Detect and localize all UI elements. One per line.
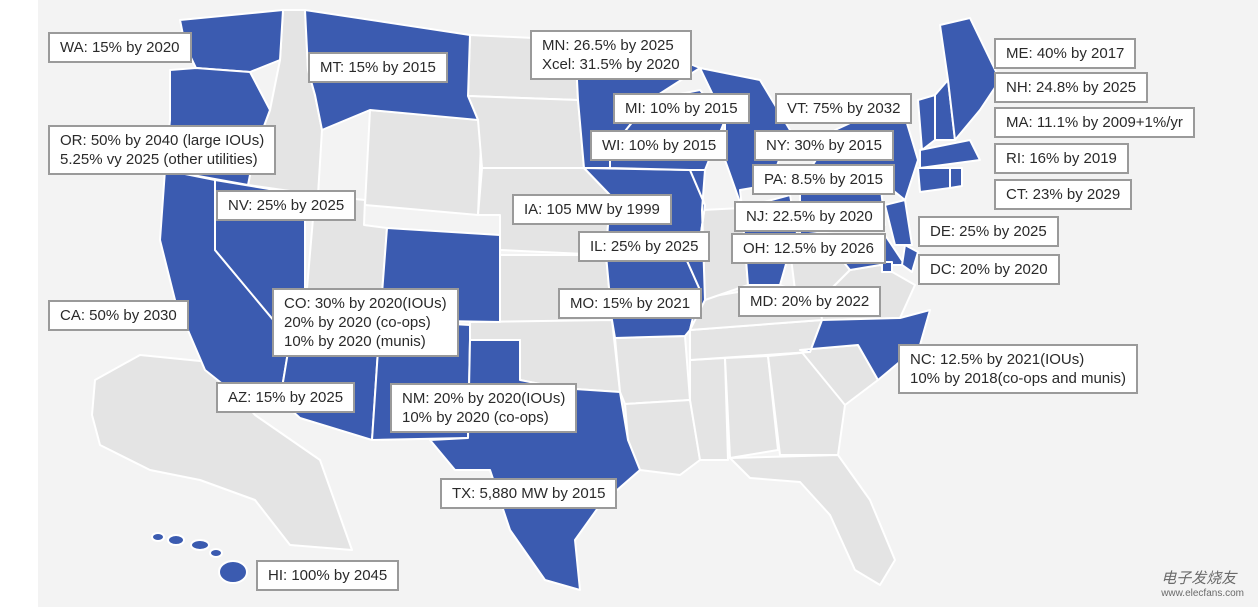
label-nj: NJ: 22.5% by 2020: [734, 201, 885, 232]
label-vt: VT: 75% by 2032: [775, 93, 913, 124]
state-ri: [949, 167, 963, 189]
label-wa: WA: 15% by 2020: [48, 32, 192, 63]
label-mn: MN: 26.5% by 2025 Xcel: 31.5% by 2020: [530, 30, 692, 80]
label-ny: NY: 30% by 2015: [754, 130, 894, 161]
label-mi: MI: 10% by 2015: [613, 93, 750, 124]
label-ri: RI: 16% by 2019: [994, 143, 1129, 174]
label-oh: OH: 12.5% by 2026: [731, 233, 886, 264]
state-sd: [467, 95, 585, 169]
label-wi: WI: 10% by 2015: [590, 130, 729, 161]
state-ar: [614, 335, 691, 405]
label-ma: MA: 11.1% by 2009+1%/yr: [994, 107, 1195, 138]
label-or: OR: 50% by 2040 (large IOUs) 5.25% vy 20…: [48, 125, 277, 175]
state-fl: [729, 454, 896, 586]
label-nv: NV: 25% by 2025: [216, 190, 357, 221]
label-nh: NH: 24.8% by 2025: [994, 72, 1149, 103]
label-md: MD: 20% by 2022: [738, 286, 882, 317]
label-mt: MT: 15% by 2015: [308, 52, 448, 83]
label-az: AZ: 15% by 2025: [216, 382, 356, 413]
state-nc: [799, 309, 931, 381]
label-il: IL: 25% by 2025: [578, 231, 711, 262]
label-ca: CA: 50% by 2030: [48, 300, 189, 331]
label-nm: NM: 20% by 2020(IOUs) 10% by 2020 (co-op…: [390, 383, 578, 433]
state-nj: [884, 199, 913, 246]
watermark: 电子发烧友 www.elecfans.com: [1161, 567, 1244, 599]
state-vt: [917, 94, 936, 151]
watermark-url: www.elecfans.com: [1161, 588, 1244, 599]
label-de: DE: 25% by 2025: [918, 216, 1059, 247]
label-dc: DC: 20% by 2020: [918, 254, 1060, 285]
label-ia: IA: 105 MW by 1999: [512, 194, 672, 225]
label-hi: HI: 100% by 2045: [256, 560, 400, 591]
label-me: ME: 40% by 2017: [994, 38, 1137, 69]
label-nc: NC: 12.5% by 2021(IOUs) 10% by 2018(co-o…: [898, 344, 1138, 394]
label-co: CO: 30% by 2020(IOUs) 20% by 2020 (co-op…: [272, 288, 459, 357]
state-ct: [917, 167, 951, 193]
label-ct: CT: 23% by 2029: [994, 179, 1133, 210]
state-wy: [364, 109, 483, 216]
label-pa: PA: 8.5% by 2015: [752, 164, 895, 195]
state-dc: [881, 261, 893, 273]
label-tx: TX: 5,880 MW by 2015: [440, 478, 618, 509]
state-ma: [919, 139, 981, 169]
watermark-name: 电子发烧友: [1161, 570, 1237, 587]
state-de: [901, 244, 919, 273]
label-mo: MO: 15% by 2021: [558, 288, 703, 319]
state-hi: [151, 532, 248, 584]
state-wa: [179, 9, 284, 73]
